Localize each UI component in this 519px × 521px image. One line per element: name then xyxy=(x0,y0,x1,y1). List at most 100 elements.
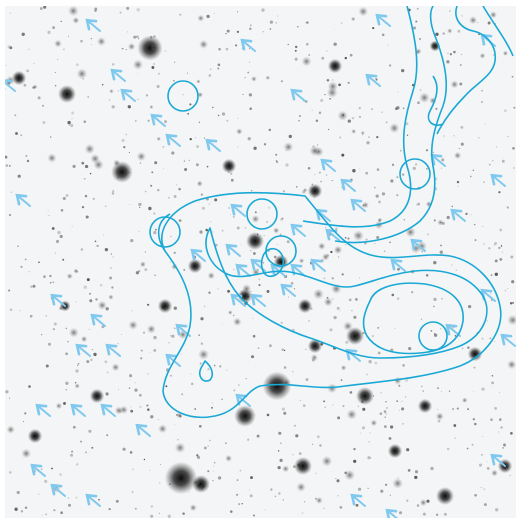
marker-circle xyxy=(246,198,278,230)
star xyxy=(351,309,353,312)
star xyxy=(226,29,230,33)
star xyxy=(28,385,31,388)
star xyxy=(486,461,488,463)
galaxy-blob xyxy=(113,159,121,167)
star xyxy=(337,495,339,497)
star xyxy=(490,274,493,277)
star xyxy=(503,109,507,113)
star xyxy=(160,463,161,465)
star xyxy=(456,180,460,184)
star xyxy=(232,215,235,218)
star xyxy=(461,347,464,350)
star xyxy=(180,353,182,355)
vector-arrow xyxy=(350,198,366,212)
star xyxy=(327,128,330,131)
star xyxy=(51,227,55,230)
star xyxy=(465,212,468,215)
star xyxy=(174,424,176,425)
star xyxy=(399,511,402,515)
star xyxy=(406,499,409,502)
vector-arrow xyxy=(150,113,166,127)
contour-top-right-2 xyxy=(482,6,514,57)
star xyxy=(323,277,326,280)
star xyxy=(150,505,153,508)
star xyxy=(432,151,435,154)
galaxy-blob xyxy=(429,465,435,472)
star xyxy=(375,194,379,198)
vector-arrow xyxy=(120,88,136,102)
star xyxy=(24,258,27,261)
star xyxy=(361,131,365,135)
star xyxy=(125,49,127,51)
star xyxy=(500,245,503,247)
star xyxy=(477,22,479,24)
star xyxy=(360,432,362,434)
galaxy-blob xyxy=(66,273,73,280)
star xyxy=(368,441,370,443)
star xyxy=(324,94,326,96)
galaxy-blob xyxy=(344,469,356,481)
galaxy-blob xyxy=(128,320,138,330)
star xyxy=(344,236,347,239)
star xyxy=(396,194,399,197)
star xyxy=(263,143,267,146)
vector-arrow xyxy=(110,68,126,82)
star xyxy=(173,61,176,63)
galaxy-blob xyxy=(317,242,326,250)
star xyxy=(418,37,422,41)
star xyxy=(41,514,43,516)
star xyxy=(40,468,43,471)
star xyxy=(17,245,19,247)
star xyxy=(481,454,483,456)
star xyxy=(204,305,206,307)
star xyxy=(298,452,302,455)
vector-arrow xyxy=(410,238,426,252)
star xyxy=(125,133,128,136)
star xyxy=(285,163,289,167)
star xyxy=(45,513,47,516)
star xyxy=(84,451,88,454)
star xyxy=(226,119,229,122)
star xyxy=(218,47,221,51)
star xyxy=(109,276,113,280)
star xyxy=(323,507,325,509)
star xyxy=(466,447,469,450)
star xyxy=(297,25,299,28)
star xyxy=(57,230,61,235)
star xyxy=(65,194,69,197)
star xyxy=(232,314,235,317)
star xyxy=(513,167,515,169)
star xyxy=(49,281,52,284)
star xyxy=(305,378,309,382)
star xyxy=(283,366,287,369)
star xyxy=(71,225,73,227)
star xyxy=(454,425,456,427)
galaxy-blob xyxy=(489,11,497,19)
star xyxy=(45,314,48,317)
star xyxy=(140,357,143,360)
star xyxy=(54,252,57,254)
vector-arrow xyxy=(235,393,251,407)
star xyxy=(189,103,192,106)
star xyxy=(329,98,331,100)
star xyxy=(164,120,167,124)
star xyxy=(249,494,253,498)
star xyxy=(376,168,380,171)
star xyxy=(242,93,244,96)
star xyxy=(478,463,483,467)
galaxy-blob xyxy=(283,142,294,152)
star xyxy=(63,401,66,405)
star xyxy=(499,258,503,261)
star xyxy=(238,503,241,506)
star xyxy=(374,243,376,245)
star xyxy=(357,405,360,408)
star xyxy=(144,190,147,193)
star xyxy=(507,135,509,138)
galaxy-blob xyxy=(351,128,357,134)
star xyxy=(383,410,387,413)
star xyxy=(170,375,172,377)
star xyxy=(281,348,284,352)
star xyxy=(338,83,341,87)
galaxy-blob xyxy=(315,496,323,504)
